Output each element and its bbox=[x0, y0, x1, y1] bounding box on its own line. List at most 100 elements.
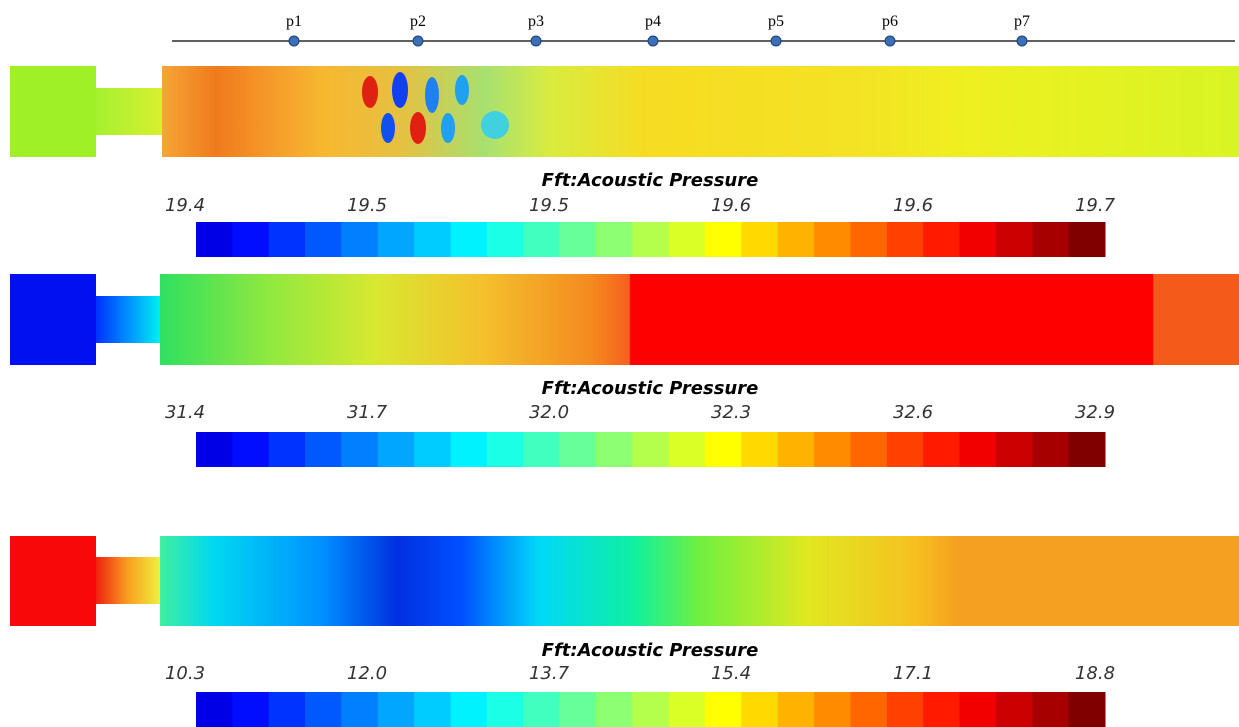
colorbar-label: 19.6 bbox=[711, 195, 751, 216]
colorbar-step bbox=[959, 432, 997, 467]
colorbar-step bbox=[232, 432, 270, 467]
colorbar-step bbox=[450, 222, 488, 257]
colorbar-step bbox=[741, 692, 779, 727]
colorbar-step bbox=[523, 692, 561, 727]
colorbar-step bbox=[959, 692, 997, 727]
probe-point bbox=[770, 35, 782, 47]
colorbar-step bbox=[341, 692, 379, 727]
colorbar-step bbox=[268, 692, 306, 727]
colorbar-step bbox=[705, 432, 742, 467]
colorbar-label: 13.7 bbox=[529, 663, 570, 684]
colorbar-step bbox=[668, 432, 706, 467]
colorbar-step bbox=[923, 432, 961, 467]
colorbar-step bbox=[341, 222, 379, 257]
colorbar-step bbox=[559, 222, 597, 257]
colorbar-step bbox=[777, 432, 815, 467]
probe-label: p5 bbox=[768, 13, 784, 30]
colorbar-label: 10.3 bbox=[165, 663, 205, 684]
colorbar-step bbox=[595, 222, 633, 257]
colorbar-title: Fft:Acoustic Pressure bbox=[542, 170, 759, 191]
colorbar-label: 19.6 bbox=[893, 195, 933, 216]
colorbar-step bbox=[814, 222, 851, 257]
colorbar-step bbox=[995, 692, 1033, 727]
contour-1 bbox=[10, 66, 1239, 157]
probe-label: p4 bbox=[645, 13, 661, 30]
colorbar-step bbox=[814, 692, 851, 727]
colorbar-step bbox=[377, 692, 415, 727]
colorbar-step bbox=[1032, 432, 1070, 467]
colorbar-step bbox=[923, 222, 961, 257]
colorbar-step bbox=[995, 432, 1033, 467]
colorbar-step bbox=[559, 692, 597, 727]
colorbar-step bbox=[486, 432, 524, 467]
colorbar-label: 19.4 bbox=[165, 195, 205, 216]
colorbar-label: 17.1 bbox=[893, 663, 933, 684]
colorbar-label: 12.0 bbox=[347, 663, 387, 684]
colorbar-step bbox=[305, 432, 342, 467]
colorbar-label: 32.6 bbox=[893, 402, 933, 423]
colorbar-step bbox=[1032, 692, 1070, 727]
colorbar-step bbox=[232, 692, 270, 727]
colorbar-label: 19.5 bbox=[347, 195, 387, 216]
colorbar-title: Fft:Acoustic Pressure bbox=[542, 378, 759, 399]
colorbar-step bbox=[268, 432, 306, 467]
colorbar-step bbox=[850, 432, 888, 467]
colorbar-step bbox=[777, 222, 815, 257]
colorbar-step bbox=[632, 692, 670, 727]
colorbar-label: 19.5 bbox=[529, 195, 569, 216]
colorbar-step bbox=[923, 692, 961, 727]
colorbar-step bbox=[850, 222, 888, 257]
colorbar-step bbox=[377, 432, 415, 467]
colorbar-step bbox=[1068, 432, 1106, 467]
colorbar-step bbox=[777, 692, 815, 727]
colorbar-step bbox=[523, 222, 561, 257]
colorbar-step bbox=[414, 692, 452, 727]
colorbar-step bbox=[741, 222, 779, 257]
probe-label: p1 bbox=[286, 13, 302, 30]
colorbar-step bbox=[705, 692, 742, 727]
colorbar-step bbox=[959, 222, 997, 257]
colorbar-step bbox=[268, 222, 306, 257]
colorbar-step bbox=[668, 222, 706, 257]
colorbar-step bbox=[995, 222, 1033, 257]
colorbar-step bbox=[668, 692, 706, 727]
colorbar-step bbox=[595, 432, 633, 467]
colorbar-step bbox=[850, 692, 888, 727]
colorbar-step bbox=[196, 692, 233, 727]
colorbar-step bbox=[450, 432, 488, 467]
colorbar-step bbox=[886, 432, 924, 467]
probe-label: p2 bbox=[410, 13, 426, 30]
colorbar-step bbox=[523, 432, 561, 467]
colorbar-step bbox=[232, 222, 270, 257]
colorbar-step bbox=[377, 222, 415, 257]
colorbar-step bbox=[305, 692, 342, 727]
colorbar-step bbox=[814, 432, 851, 467]
colorbar-label: 32.3 bbox=[711, 402, 751, 423]
colorbar-step bbox=[486, 222, 524, 257]
colorbar-step bbox=[632, 432, 670, 467]
colorbar-step bbox=[1068, 222, 1106, 257]
colorbar-step bbox=[1068, 692, 1106, 727]
probe-label: p6 bbox=[882, 13, 898, 30]
colorbar-step bbox=[305, 222, 342, 257]
probe-point bbox=[647, 35, 659, 47]
colorbar-label: 15.4 bbox=[711, 663, 751, 684]
colorbar-label: 31.4 bbox=[165, 402, 205, 423]
colorbar-label: 18.8 bbox=[1075, 663, 1115, 684]
colorbar-step bbox=[886, 222, 924, 257]
colorbar-step bbox=[632, 222, 670, 257]
colorbar-step bbox=[741, 432, 779, 467]
colorbar-step bbox=[450, 692, 488, 727]
colorbar-step bbox=[414, 222, 452, 257]
colorbar-step bbox=[486, 692, 524, 727]
probe-label: p7 bbox=[1014, 13, 1030, 30]
probe-point bbox=[288, 35, 300, 47]
probe-point bbox=[1016, 35, 1028, 47]
colorbar-step bbox=[196, 222, 233, 257]
colorbar-label: 31.7 bbox=[347, 402, 388, 423]
probe-label: p3 bbox=[528, 13, 544, 30]
probe-point bbox=[530, 35, 542, 47]
colorbar-step bbox=[414, 432, 452, 467]
colorbar-label: 32.9 bbox=[1075, 402, 1115, 423]
